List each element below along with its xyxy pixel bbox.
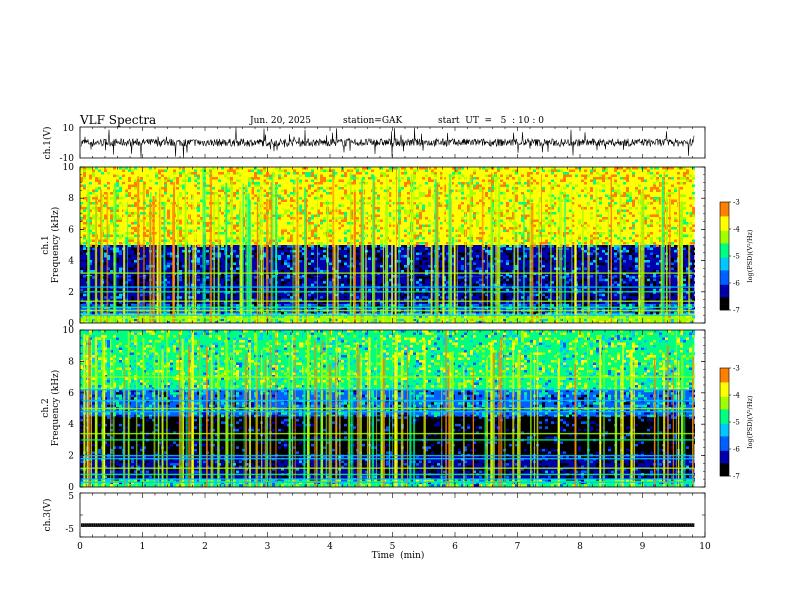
- ch3-ytick-bottom: -5: [65, 525, 74, 535]
- ch1-channel-label: ch.1: [41, 235, 51, 254]
- time-tick-0: 0: [77, 542, 83, 552]
- ch2-colorbar: -3 -4 -5 -6 -7 log(PSD)(V²/Hz): [719, 365, 754, 481]
- ch2-spectrogram-panel: 0 2 4 6 8 10 ch.2 Frequency (kHz) -3 -4 -5 -6 -7 l…: [41, 326, 754, 493]
- ch1-spectrogram-colorbar-tick-2: -5: [733, 253, 740, 261]
- date-label: Jun. 20, 2025: [249, 116, 311, 126]
- ch1-spectrogram-ytick-2: 2: [68, 288, 74, 298]
- ch1-spectrogram-ytick-8: 8: [68, 194, 74, 204]
- time-tick-9: 9: [640, 542, 646, 552]
- time-tick-4: 4: [327, 542, 333, 552]
- ch2-channel-label: ch.2: [41, 398, 51, 417]
- ch1-spectrogram-ytick-6: 6: [68, 225, 74, 235]
- ch1-spectrogram-colorbar-tick-0: -3: [733, 199, 740, 207]
- ch2-spectrogram-ytick-0: 0: [68, 483, 74, 493]
- ch3-ylabel: ch.3(V): [42, 499, 53, 532]
- ch1-spectrogram-colorbar-label: log(PSD)(V²/Hz): [746, 229, 754, 282]
- ch2-spectrogram-ytick-8: 8: [68, 357, 74, 367]
- ch2-spectrogram-ytick-10: 10: [63, 326, 75, 336]
- ch1-waveform-line: [80, 127, 695, 159]
- ch1-frequency-label: Frequency (kHz): [50, 207, 61, 284]
- time-axis-label: Time (min): [372, 550, 425, 561]
- time-tick-3: 3: [265, 542, 271, 552]
- ch2-spectrogram-ytick-4: 4: [68, 420, 74, 430]
- ch1-spectrogram-colorbar-tick-3: -6: [733, 280, 740, 288]
- ch3-waveform-panel: 5 -5 ch.3(V): [42, 492, 706, 538]
- ch1-ylabel: ch.1(V): [42, 127, 53, 160]
- time-tick-8: 8: [577, 542, 583, 552]
- ch3-waveform-frame: [79, 492, 706, 538]
- ch2-spectrogram-colorbar-tick-4: -7: [733, 473, 740, 481]
- ch1-waveform-panel: 10 -10 ch.1(V): [42, 124, 706, 164]
- time-axis: 0 1 2 3 4 5 6 7 8 9 10: [77, 542, 711, 552]
- ch2-spectrogram-colorbar-tick-3: -6: [733, 446, 740, 454]
- ch3-waveform-line: [81, 523, 695, 527]
- ch1-ytick-top: 10: [63, 124, 75, 134]
- ch2-frequency-label: Frequency (kHz): [50, 370, 61, 447]
- ch1-spectrogram-image: [80, 167, 695, 323]
- time-tick-10: 10: [699, 542, 711, 552]
- ch1-waveform-frame: [79, 126, 706, 159]
- ch1-spectrogram-colorbar-tick-1: -4: [733, 226, 740, 234]
- ch1-waveform-plot: [79, 127, 706, 159]
- time-tick-7: 7: [515, 542, 521, 552]
- ch1-spectrogram-ytick-0: 0: [68, 319, 74, 329]
- station-label: station=GAK: [343, 116, 403, 126]
- ch2-spectrogram-image: [80, 330, 695, 487]
- ch1-colorbar: -3 -4 -5 -6 -7 log(PSD)(V²/Hz): [719, 199, 754, 315]
- ch2-spectrogram-ytick-6: 6: [68, 389, 74, 399]
- figure-title: VLF Spectra: [79, 113, 156, 127]
- ch1-spectrogram-ytick-4: 4: [68, 257, 74, 267]
- ch1-ytick-bottom: -10: [60, 154, 75, 164]
- ch3-waveform-plot: [79, 492, 706, 538]
- time-tick-2: 2: [202, 542, 208, 552]
- ch3-ytick-top: 5: [68, 492, 74, 502]
- time-tick-5: 5: [390, 542, 396, 552]
- ch2-spectrogram-colorbar-tick-2: -5: [733, 419, 740, 427]
- ch1-spectrogram-colorbar-tick-4: -7: [733, 307, 740, 315]
- ch1-spectrogram-panel: 0 2 4 6 8 10 ch.1 Frequency (kHz) -3 -4 -5 -6 -7 l…: [41, 163, 754, 329]
- start-ut-label: start UT = 5 : 10 : 0: [438, 116, 544, 126]
- ch2-spectrogram-colorbar-label: log(PSD)(V²/Hz): [746, 395, 754, 448]
- ch2-spectrogram-ytick-2: 2: [68, 452, 74, 462]
- time-tick-6: 6: [452, 542, 458, 552]
- ch2-spectrogram-colorbar-tick-1: -4: [733, 392, 740, 400]
- ch2-spectrogram-colorbar-tick-0: -3: [733, 365, 740, 373]
- ch1-spectrogram-ytick-10: 10: [63, 163, 75, 173]
- time-tick-1: 1: [140, 542, 146, 552]
